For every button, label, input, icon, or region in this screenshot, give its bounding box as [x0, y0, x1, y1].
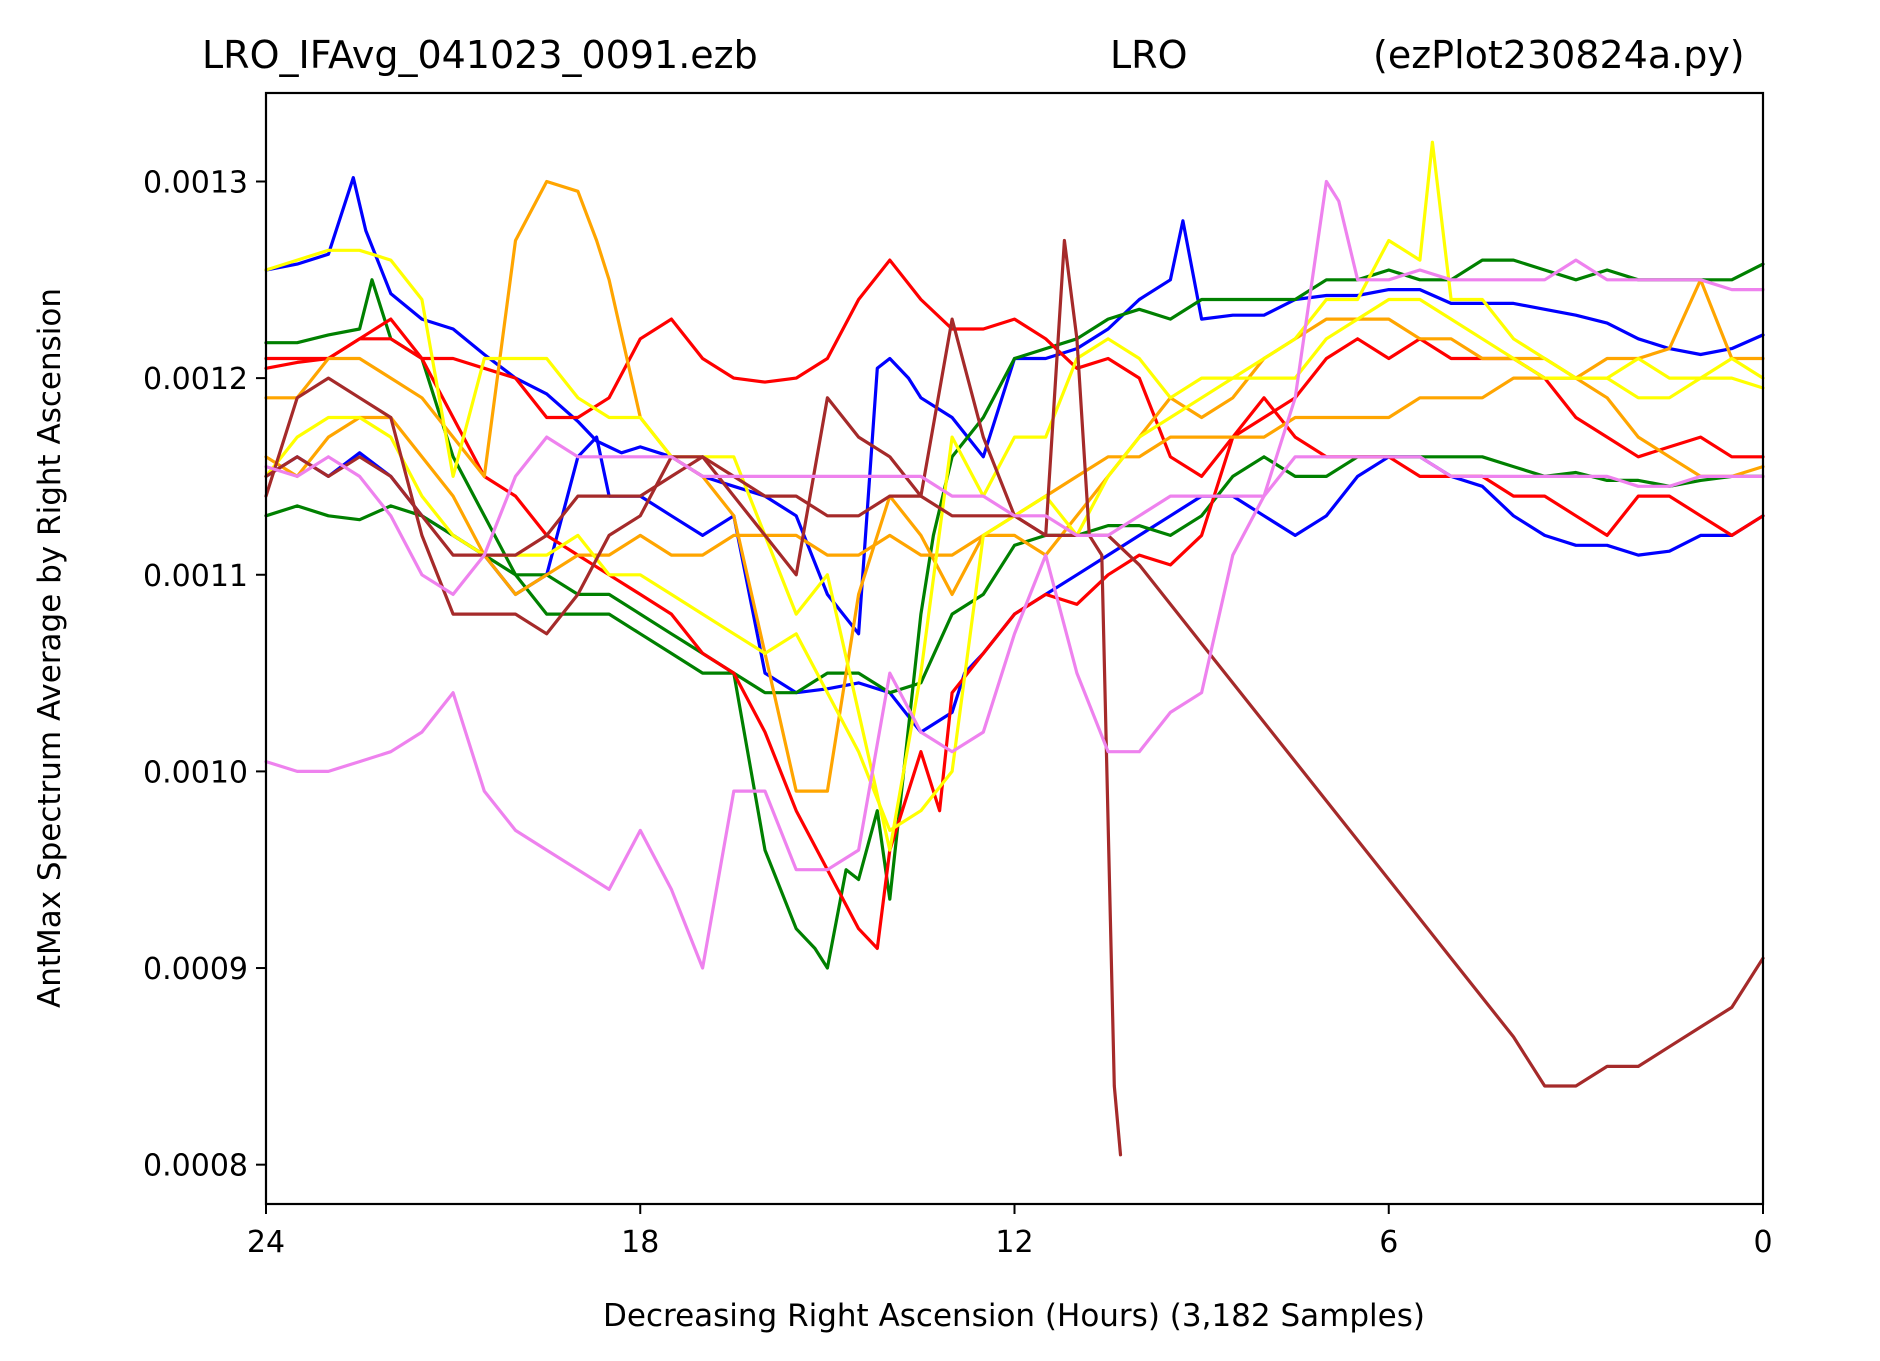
chart-title: LRO_IFAvg_041023_0091.ezb LRO (ezPlot230… — [202, 33, 1745, 77]
series-line-11 — [264, 238, 1123, 1157]
x-axis: 24 18 12 6 0 — [247, 1204, 1773, 1260]
y-tick-label: 0.0008 — [143, 1149, 248, 1184]
y-axis-label: AntMax Spectrum Average by Right Ascensi… — [32, 288, 68, 1008]
chart-title-file: LRO_IFAvg_041023_0091.ezb — [202, 33, 758, 77]
chart-title-script: (ezPlot230824a.py) — [1373, 33, 1745, 77]
chart-title-center: LRO — [1110, 33, 1187, 77]
y-tick-label: 0.0010 — [143, 755, 248, 790]
y-axis: 0.0008 0.0009 0.0010 0.0011 0.0012 0.0013 — [143, 165, 266, 1184]
x-tick-label: 12 — [995, 1225, 1033, 1260]
y-tick-label: 0.0013 — [143, 165, 248, 200]
series-layer — [264, 140, 1765, 1157]
series-line-13 — [264, 179, 1765, 970]
series-line-7 — [264, 179, 1765, 793]
series-line-5 — [264, 258, 1765, 538]
x-tick-label: 24 — [247, 1225, 285, 1260]
series-line-9 — [264, 140, 1765, 852]
series-line-8 — [264, 376, 1765, 597]
series-line-4 — [264, 455, 1765, 695]
x-tick-label: 18 — [621, 1225, 659, 1260]
x-tick-label: 0 — [1753, 1225, 1772, 1260]
series-line-12 — [264, 317, 1765, 1088]
y-tick-label: 0.0012 — [143, 362, 248, 397]
y-tick-label: 0.0009 — [143, 952, 248, 987]
x-tick-label: 6 — [1379, 1225, 1398, 1260]
series-line-14 — [264, 435, 1765, 597]
x-axis-label: Decreasing Right Ascension (Hours) (3,18… — [603, 1298, 1425, 1334]
y-tick-label: 0.0011 — [143, 559, 248, 594]
plot-area — [264, 91, 1765, 1206]
